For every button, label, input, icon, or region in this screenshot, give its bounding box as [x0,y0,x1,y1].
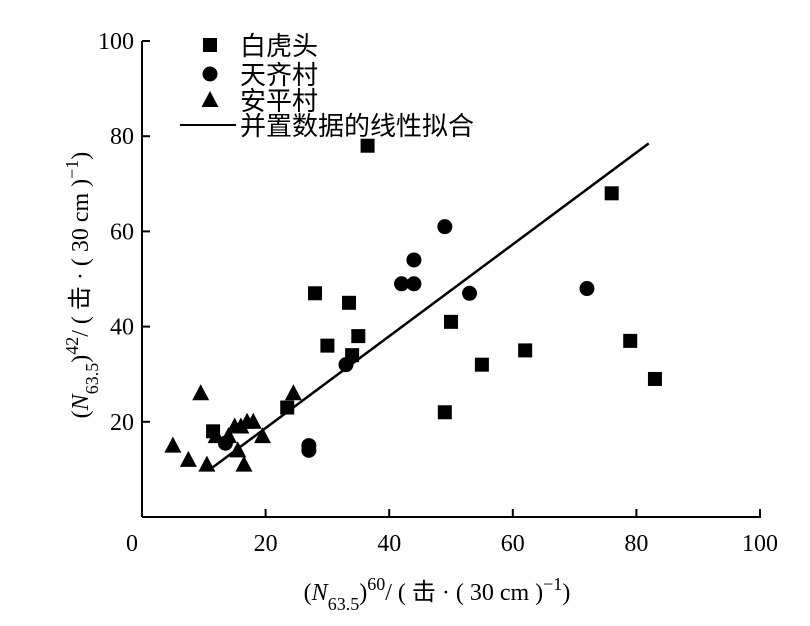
x-axis-label: (N63.5)60/ ( 击 · ( 30 cm )−1) [304,574,571,614]
data-point-square [360,138,375,153]
legend-triangle-icon [201,91,219,107]
data-point-triangle [235,455,253,472]
legend-square-icon [203,38,217,52]
data-point-triangle [220,427,238,444]
y-tick-label: 40 [110,315,134,341]
data-point-square [437,405,452,420]
data-point-square [623,333,638,348]
data-point-triangle [192,384,210,401]
legend-circle-icon [202,66,218,82]
x-tick-label: 20 [254,531,278,557]
legend-label: 天齐村 [240,61,318,90]
data-point-square [444,314,458,329]
data-point-triangle [198,455,216,472]
legend-label: 并置数据的线性拟合 [240,112,474,141]
x-tick-label: 60 [501,531,525,557]
data-point-triangle [284,384,302,401]
data-point-triangle [164,436,182,453]
data-point-square [474,357,489,372]
x-tick-label: 0 [126,531,138,557]
data-point-square [342,295,357,310]
data-point-circle [579,281,595,297]
x-tick-label: 40 [377,531,401,557]
data-point-circle [462,285,478,301]
data-point-square [647,371,662,386]
y-tick-label: 100 [98,29,134,55]
data-point-triangle [229,441,247,458]
data-point-circle [338,357,354,373]
data-point-circle [437,219,453,235]
legend-label: 白虎头 [240,32,318,61]
data-point-square [308,286,323,301]
x-tick-label: 100 [742,531,778,557]
data-point-square [280,400,295,415]
data-point-circle [301,442,317,458]
data-point-triangle [207,427,225,444]
y-tick-label: 80 [110,124,134,150]
data-point-triangle [244,412,262,429]
data-point-circle [406,252,422,268]
data-point-circle [394,276,410,292]
data-point-square [351,329,366,344]
y-axis-label: (N63.5)42/ ( 击 · ( 30 cm )−1) [62,152,102,419]
x-tick-label: 80 [624,531,648,557]
data-point-square [320,338,335,353]
data-point-triangle [254,427,272,444]
data-point-square [604,186,619,201]
fit-line [209,142,650,471]
data-point-circle [406,276,422,292]
y-tick-label: 60 [110,219,134,245]
data-point-square [518,343,533,358]
data-point-triangle [179,450,197,467]
y-tick-label: 20 [110,410,134,436]
legend-label: 安平村 [240,87,318,116]
series-triangle [164,384,302,472]
